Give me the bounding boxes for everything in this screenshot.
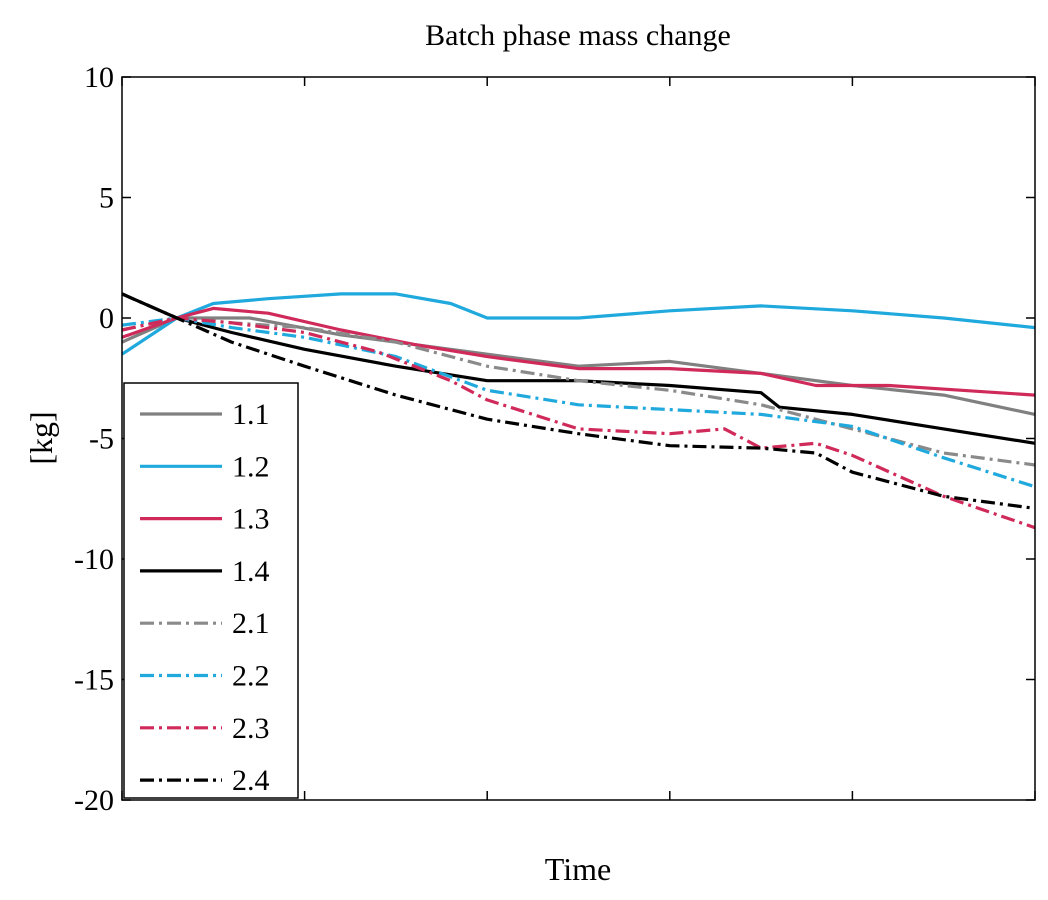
legend-label: 1.1 [232, 398, 270, 431]
plot-frame [121, 76, 1036, 801]
legend-label: 1.2 [232, 450, 270, 483]
legend-label: 2.1 [232, 607, 270, 640]
legend-label: 2.3 [232, 712, 270, 745]
y-tick-label: 5 [99, 182, 114, 215]
series-line-2-4 [121, 292, 1036, 510]
legend: 1.1 1.2 1.3 1.4 2.1 2.2 2.3 2.4 [123, 382, 299, 799]
series-line-2-2 [121, 316, 1036, 489]
series-layer [121, 292, 1036, 530]
legend-label: 1.4 [232, 555, 270, 588]
y-tick-label: -5 [89, 423, 114, 456]
y-tick-label: 0 [99, 302, 114, 335]
y-tick-label: -20 [74, 784, 114, 817]
legend-label: 2.4 [232, 764, 270, 797]
y-tick-label: 10 [84, 61, 114, 94]
series-line-1-3 [121, 306, 1036, 397]
series-line-1-2 [121, 292, 1036, 356]
y-tick-label: -15 [74, 664, 114, 697]
legend-label: 1.3 [232, 503, 270, 536]
legend-label: 2.2 [232, 660, 270, 693]
chart-title: Batch phase mass change [425, 19, 731, 52]
series-line-1-1 [121, 316, 1036, 416]
x-axis-label: Time [545, 851, 611, 887]
y-axis-label: [kg] [23, 411, 59, 464]
legend-box [123, 382, 299, 799]
series-line-2-3 [121, 316, 1036, 530]
y-tick-label: -10 [74, 543, 114, 576]
